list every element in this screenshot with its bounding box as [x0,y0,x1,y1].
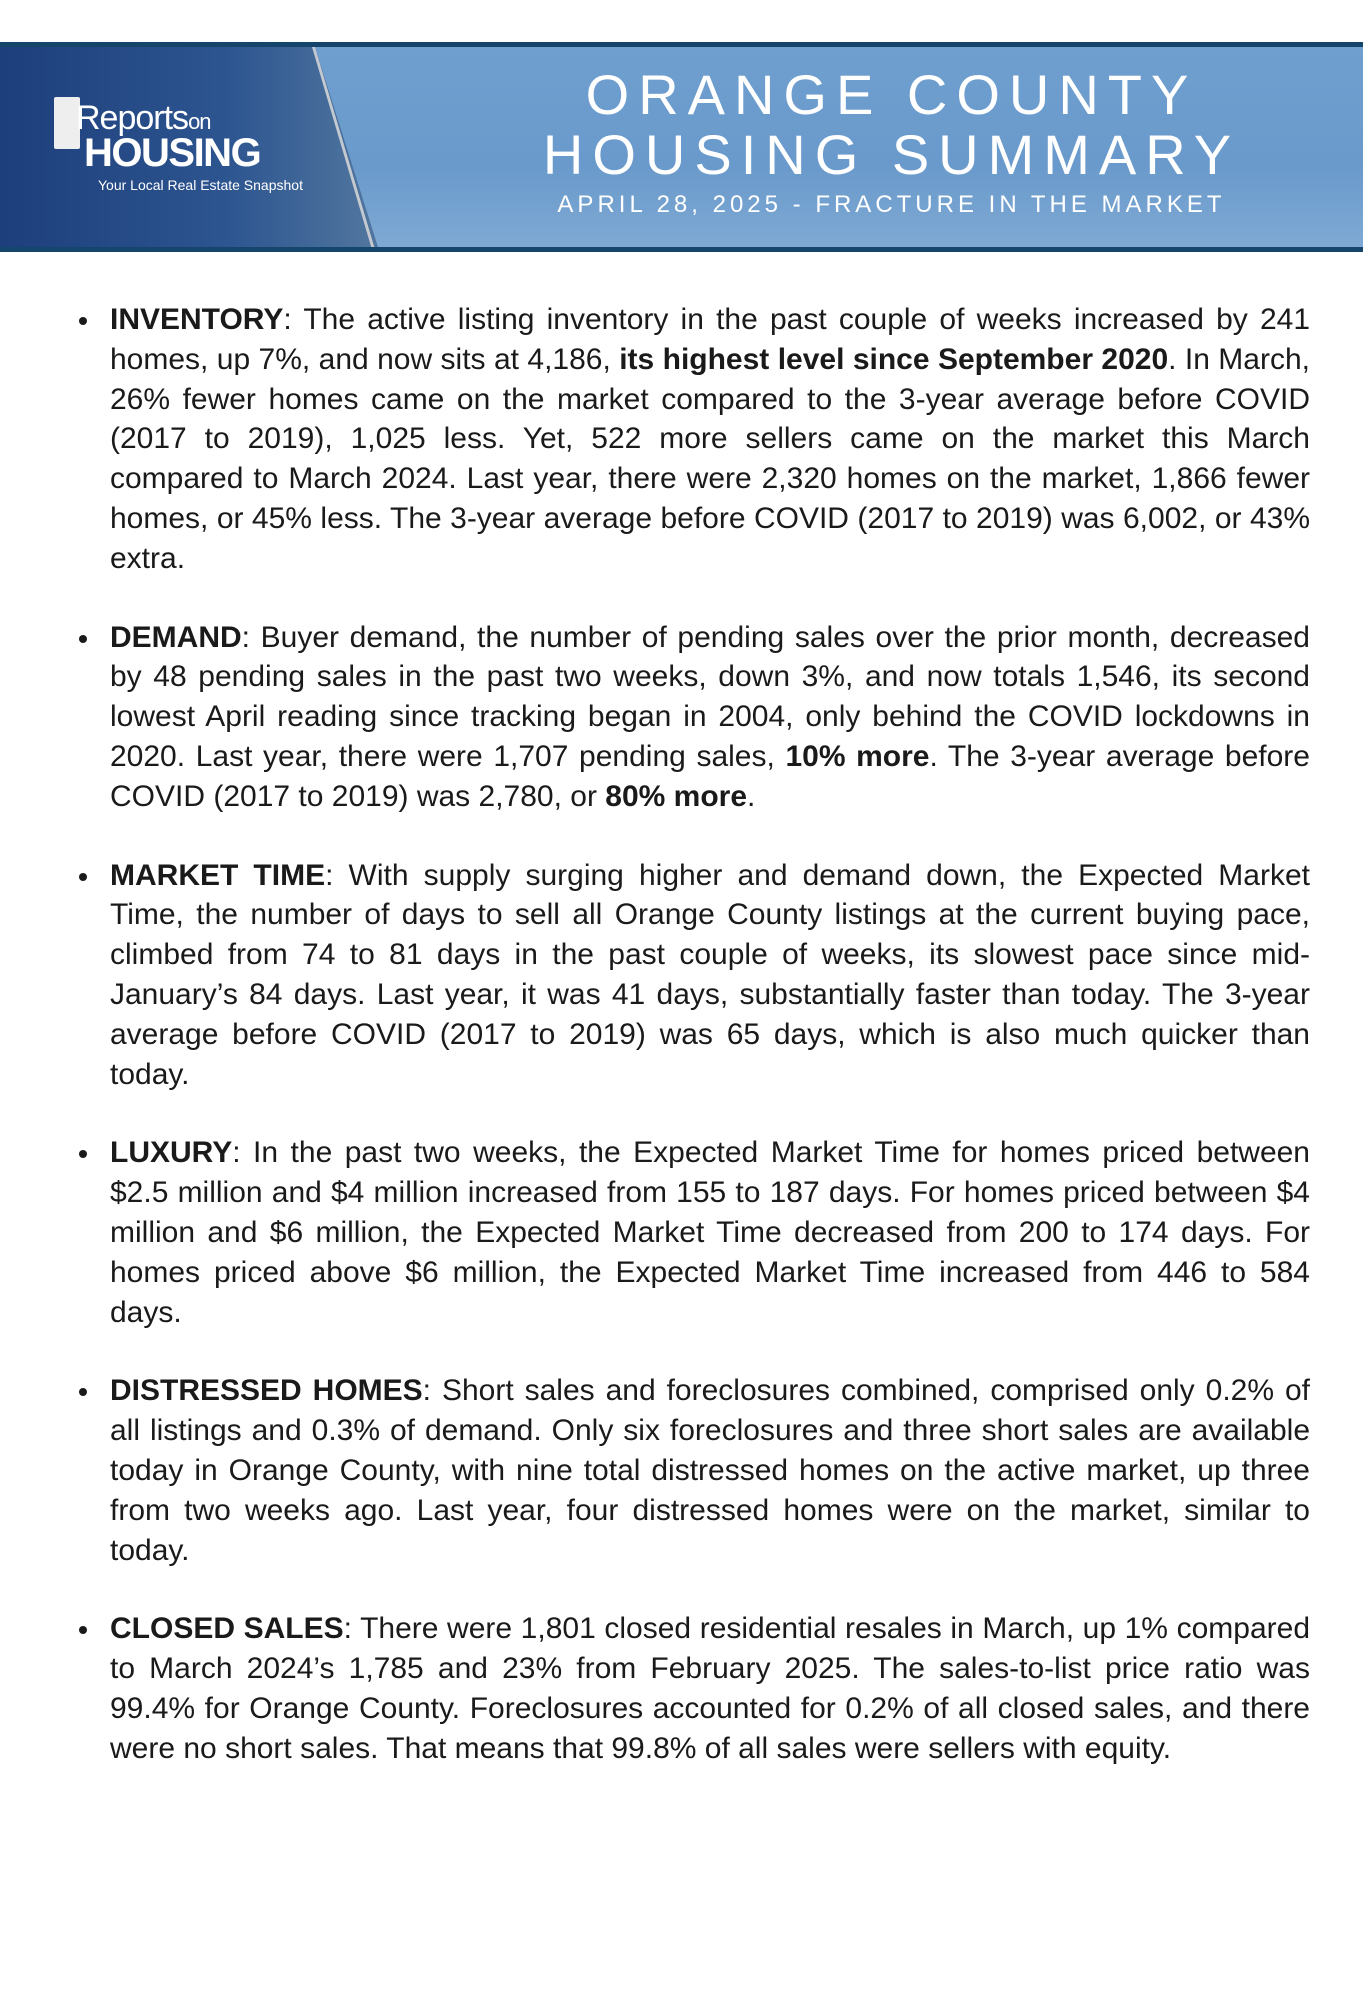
item-demand: DEMAND: Buyer demand, the number of pend… [79,618,1310,817]
header-banner: Reportson HOUSING Your Local Real Estate… [0,42,1363,252]
logo-reports: Reportson [76,99,212,137]
title-line-1: ORANGE COUNTY [585,63,1198,126]
item-closed-sales: CLOSED SALES: There were 1,801 closed re… [79,1609,1310,1768]
item-luxury: LUXURY: In the past two weeks, the Expec… [79,1133,1310,1332]
logo-mark-icon [54,97,80,149]
item-market-time: MARKET TIME: With supply surging higher … [79,856,1310,1095]
subtitle: APRIL 28, 2025 - FRACTURE IN THE MARKET [557,191,1226,218]
item-inventory: INVENTORY: The active listing inventory … [79,300,1310,579]
title-line-2: HOUSING SUMMARY [542,123,1241,186]
item-distressed-homes: DISTRESSED HOMES: Short sales and forecl… [79,1371,1310,1570]
logo-housing: HOUSING [84,131,262,175]
title-block: ORANGE COUNTY HOUSING SUMMARY APRIL 28, … [420,47,1363,219]
summary-list: INVENTORY: The active listing inventory … [79,300,1310,1808]
logo-tagline: Your Local Real Estate Snapshot [98,177,303,193]
